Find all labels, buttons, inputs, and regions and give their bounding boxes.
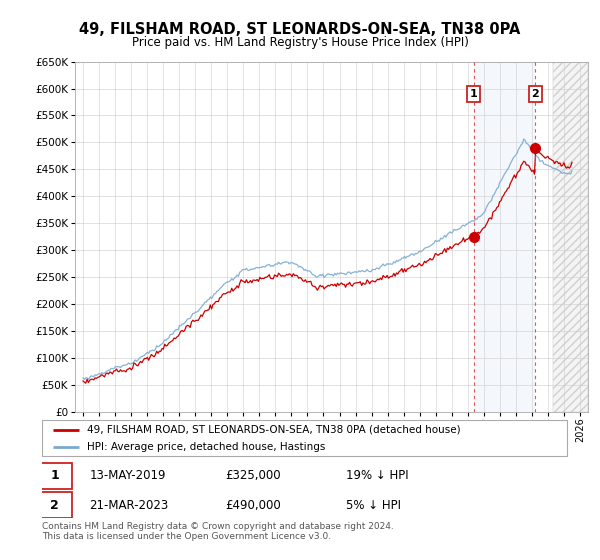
Text: 1: 1 — [470, 89, 478, 99]
Text: 5% ↓ HPI: 5% ↓ HPI — [347, 498, 401, 512]
Text: HPI: Average price, detached house, Hastings: HPI: Average price, detached house, Hast… — [86, 442, 325, 451]
Bar — [553, 62, 588, 412]
Text: 49, FILSHAM ROAD, ST LEONARDS-ON-SEA, TN38 0PA (detached house): 49, FILSHAM ROAD, ST LEONARDS-ON-SEA, TN… — [86, 425, 460, 435]
Text: 2: 2 — [532, 89, 539, 99]
Bar — [473, 62, 535, 412]
Text: 1: 1 — [50, 469, 59, 482]
FancyBboxPatch shape — [37, 492, 73, 518]
Text: Contains HM Land Registry data © Crown copyright and database right 2024.
This d: Contains HM Land Registry data © Crown c… — [42, 522, 394, 542]
Text: £325,000: £325,000 — [226, 469, 281, 482]
Text: 21-MAR-2023: 21-MAR-2023 — [89, 498, 169, 512]
Text: 2: 2 — [50, 498, 59, 512]
Text: 13-MAY-2019: 13-MAY-2019 — [89, 469, 166, 482]
Bar — [553, 62, 588, 412]
Text: £490,000: £490,000 — [226, 498, 281, 512]
Text: Price paid vs. HM Land Registry's House Price Index (HPI): Price paid vs. HM Land Registry's House … — [131, 36, 469, 49]
FancyBboxPatch shape — [42, 420, 567, 456]
Text: 19% ↓ HPI: 19% ↓ HPI — [347, 469, 409, 482]
FancyBboxPatch shape — [37, 463, 73, 488]
Text: 49, FILSHAM ROAD, ST LEONARDS-ON-SEA, TN38 0PA: 49, FILSHAM ROAD, ST LEONARDS-ON-SEA, TN… — [79, 22, 521, 38]
